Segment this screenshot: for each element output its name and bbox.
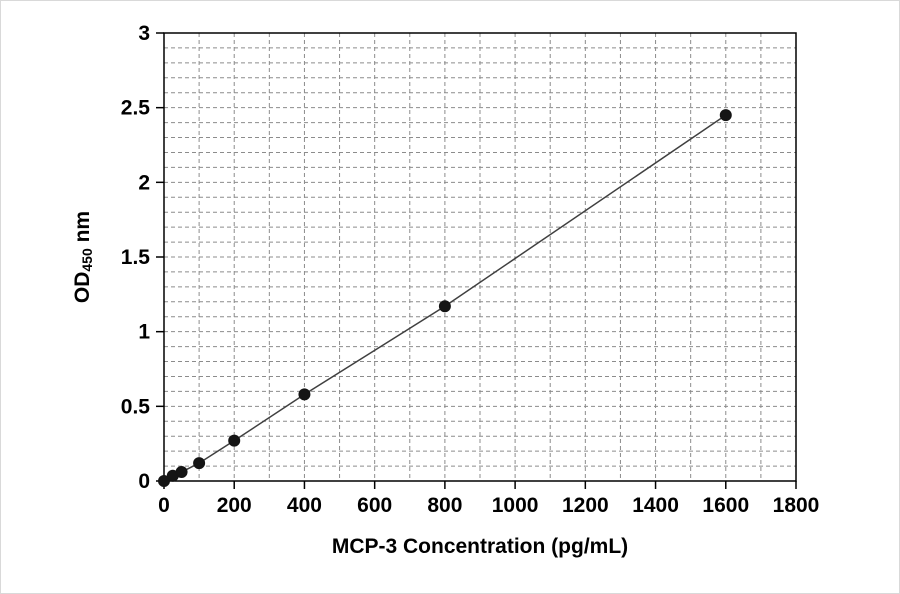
data-point xyxy=(438,300,451,313)
y-tick-label: 1.5 xyxy=(121,246,151,269)
y-tick-label: 2.5 xyxy=(121,97,151,120)
x-tick-label: 200 xyxy=(217,494,252,517)
y-tick-label: 0 xyxy=(138,470,150,493)
x-tick-label: 800 xyxy=(427,494,462,517)
x-tick-label: 1000 xyxy=(492,494,539,517)
x-tick-label: 400 xyxy=(287,494,322,517)
data-point xyxy=(193,457,206,470)
x-tick-label: 1200 xyxy=(562,494,609,517)
data-point xyxy=(719,109,732,122)
x-tick-label: 1800 xyxy=(773,494,820,517)
y-tick-label: 3 xyxy=(138,22,150,45)
x-tick-label: 600 xyxy=(357,494,392,517)
y-tick-label: 2 xyxy=(138,171,150,194)
data-point xyxy=(228,434,241,447)
x-axis-title: MCP-3 Concentration (pg/mL) xyxy=(332,535,628,558)
y-tick-label: 1 xyxy=(138,321,150,344)
data-point xyxy=(158,475,170,487)
x-tick-label: 1600 xyxy=(702,494,749,517)
y-axis-title: OD450 nm xyxy=(71,211,95,303)
y-tick-label: 0.5 xyxy=(121,395,151,418)
x-tick-label: 1400 xyxy=(632,494,679,517)
x-tick-label: 0 xyxy=(158,494,170,517)
data-point xyxy=(298,388,311,401)
data-point xyxy=(175,466,188,479)
